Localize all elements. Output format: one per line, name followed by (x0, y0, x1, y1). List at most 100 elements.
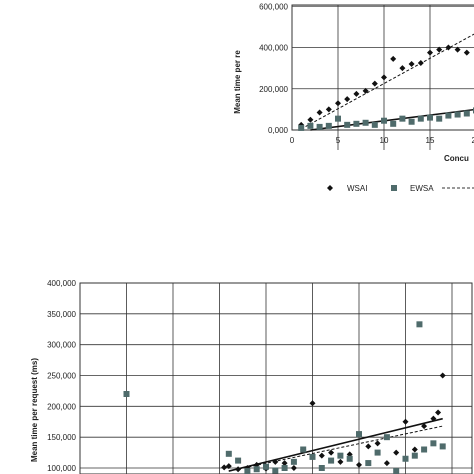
data-point-diamond (421, 423, 428, 430)
data-point-diamond (463, 49, 470, 56)
data-point-square (335, 115, 341, 122)
data-point-square (316, 123, 323, 130)
top-chart-legend: WSAI EWSA (327, 184, 474, 193)
y-tick-label: 350,000 (47, 310, 76, 319)
data-point-diamond (309, 400, 316, 407)
data-point-square (123, 391, 130, 397)
y-tick-label: 400,000 (259, 44, 288, 53)
data-point-diamond (408, 61, 415, 67)
data-point-diamond (356, 461, 362, 468)
data-point-diamond (402, 418, 409, 425)
data-point-diamond (307, 116, 314, 123)
y-tick-label: 600,000 (259, 2, 288, 11)
x-tick-label: 10 (380, 136, 389, 145)
data-point-diamond (436, 46, 443, 53)
data-point-square (298, 124, 305, 131)
data-point-diamond (316, 109, 323, 116)
data-point-diamond (393, 449, 400, 456)
data-point-diamond (337, 458, 344, 465)
top-chart-points (298, 44, 474, 131)
data-point-diamond (435, 409, 442, 416)
data-point-square (445, 112, 452, 119)
data-point-square (281, 465, 288, 471)
data-point-square (346, 455, 353, 462)
data-point-diamond (353, 90, 360, 97)
data-point-diamond (335, 100, 341, 107)
data-point-square (290, 458, 297, 465)
y-tick-label: 0,000 (268, 126, 289, 135)
legend-wsai-label: WSAI (347, 184, 367, 193)
bottom-chart-grid (80, 282, 472, 474)
data-point-diamond (430, 415, 437, 422)
data-point-square (381, 117, 387, 124)
y-tick-label: 150,000 (47, 433, 76, 442)
y-tick-label: 250,000 (47, 372, 76, 381)
data-point-diamond (272, 458, 279, 465)
data-point-diamond (383, 460, 390, 467)
data-point-diamond (411, 446, 418, 453)
legend-ewsa-marker-icon (391, 185, 397, 191)
data-point-square (421, 446, 428, 453)
data-point-square (411, 452, 418, 459)
data-point-square (362, 119, 369, 126)
data-point-diamond (328, 449, 335, 456)
data-point-square (253, 466, 260, 473)
y-tick-label: 300,000 (47, 341, 76, 350)
data-point-square (272, 467, 279, 474)
data-point-square (263, 463, 269, 470)
data-point-square (439, 443, 446, 450)
data-point-square (430, 440, 437, 447)
y-tick-label: 100,000 (47, 464, 76, 473)
top-chart: 0,000 200,000 400,000 600,000 0 5 10 15 20 Mean… (233, 2, 474, 193)
data-point-diamond (235, 466, 242, 473)
data-point-square (374, 449, 381, 456)
data-point-square (244, 468, 251, 474)
data-point-square (328, 457, 335, 464)
data-point-square (235, 457, 242, 464)
data-point-square (393, 468, 400, 474)
top-chart-y-tick-labels: 0,000 200,000 400,000 600,000 (259, 2, 288, 135)
y-tick-label: 200,000 (47, 402, 76, 411)
trendline-dashed (228, 425, 443, 472)
data-point-diamond (318, 452, 325, 459)
data-point-square (416, 321, 423, 328)
data-point-diamond (225, 463, 232, 470)
data-point-diamond (390, 55, 397, 62)
data-point-diamond (362, 87, 369, 94)
bottom-chart-y-tick-labels: 400,000 350,000 300,000 250,000 200,000 150,0… (47, 279, 76, 473)
data-point-diamond (221, 464, 228, 471)
data-point-diamond (445, 44, 452, 51)
data-point-square (337, 452, 344, 459)
data-point-square (402, 455, 409, 462)
x-tick-label: 15 (426, 136, 435, 145)
data-point-square (390, 120, 397, 127)
data-point-diamond (281, 460, 288, 467)
trendline-dashed (300, 33, 474, 130)
data-point-diamond (371, 80, 378, 87)
bottom-chart-y-axis-label: Mean time per request (ms) (30, 358, 39, 462)
data-point-square (356, 431, 362, 438)
bottom-chart-points (123, 321, 446, 474)
y-tick-label: 200,000 (259, 85, 288, 94)
data-point-diamond (439, 372, 446, 379)
data-point-diamond (374, 440, 381, 447)
data-point-square (436, 115, 443, 122)
data-point-square (365, 460, 372, 467)
data-point-square (325, 122, 332, 129)
data-point-diamond (399, 65, 406, 72)
data-point-diamond (427, 49, 433, 56)
data-point-square (344, 121, 351, 128)
data-point-square (353, 120, 360, 127)
data-point-square (309, 453, 316, 460)
data-point-diamond (454, 46, 461, 53)
data-point-square (463, 110, 470, 117)
top-chart-grid (292, 5, 474, 150)
data-point-square (399, 115, 406, 122)
x-tick-label: 20 (472, 136, 474, 145)
legend-wsai-marker-icon (327, 185, 333, 191)
bottom-chart-plot-area (79, 282, 473, 474)
data-point-square (427, 114, 433, 121)
top-chart-plot-area (291, 4, 474, 131)
x-tick-label: 5 (336, 136, 341, 145)
